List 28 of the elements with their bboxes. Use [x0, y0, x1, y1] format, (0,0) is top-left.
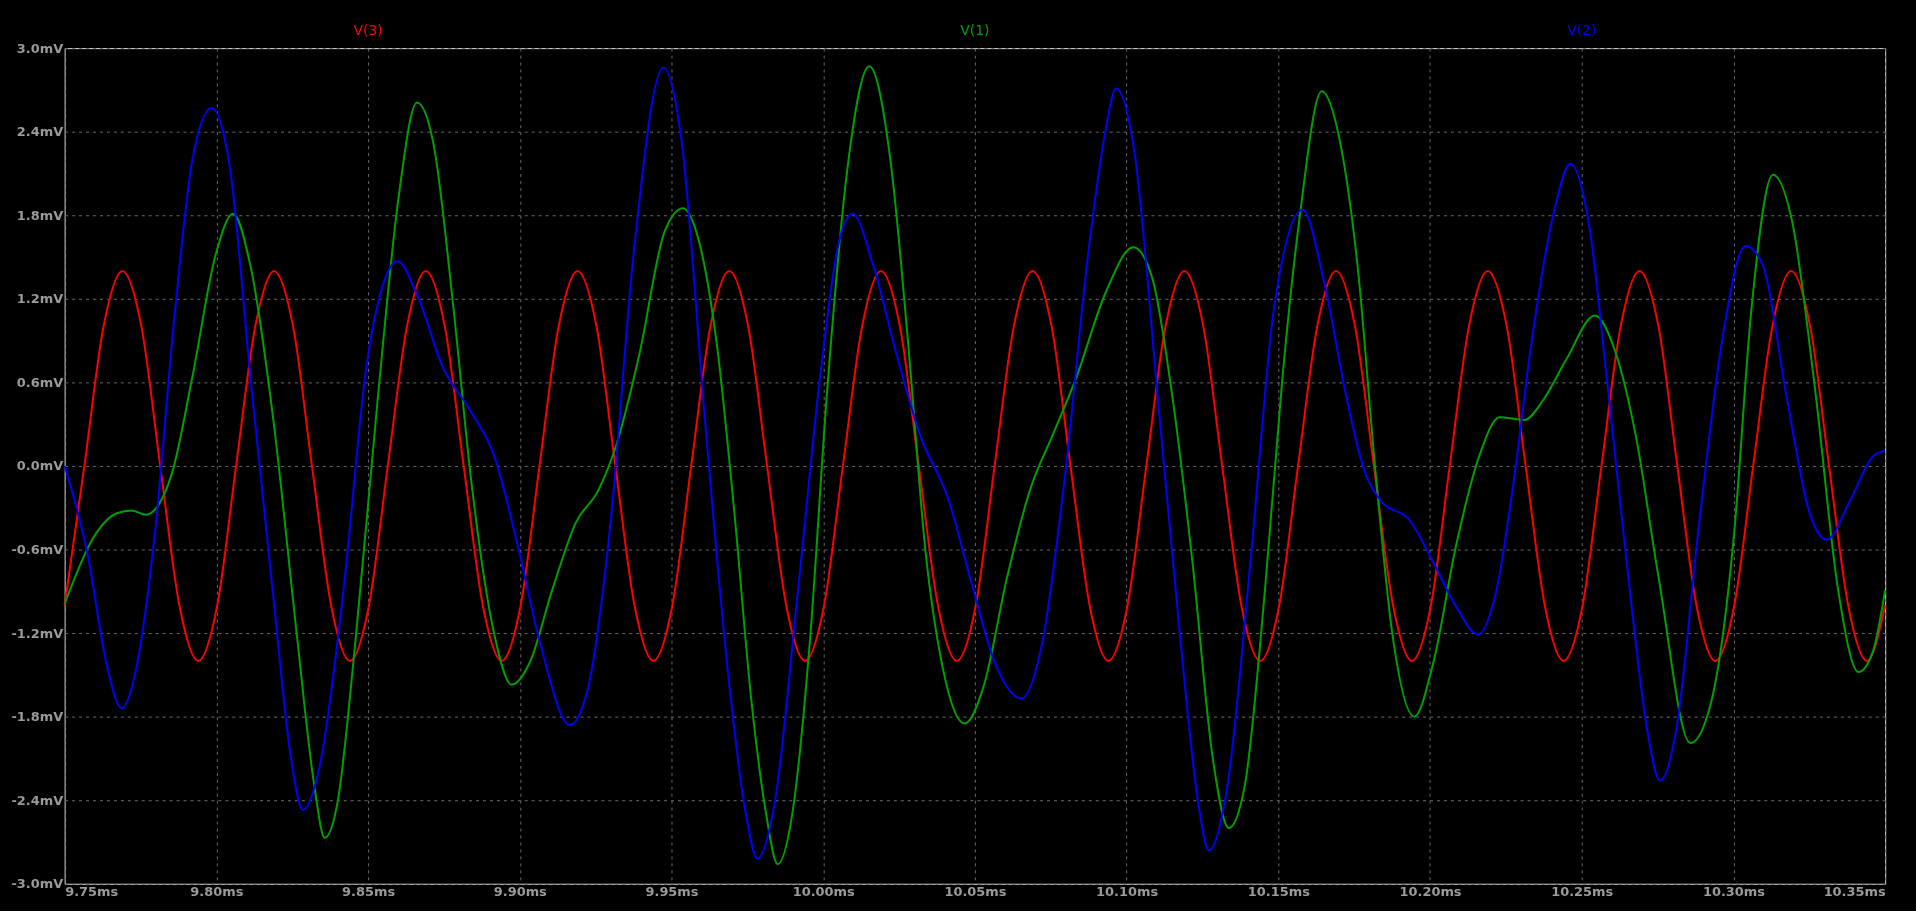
x-tick-label: 10.30ms [1702, 884, 1766, 900]
x-tick-label: 10.10ms [1096, 884, 1159, 900]
y-tick-label: -3.0mV [11, 876, 64, 892]
y-tick-label: 1.8mV [16, 207, 64, 223]
text: V(1) [960, 22, 990, 39]
y-tick-label: 2.4mV [16, 124, 64, 140]
x-tick-label: 10.05ms [944, 884, 1007, 900]
y-tick-label: -1.2mV [11, 625, 64, 641]
x-tick-label: 10.25ms [1551, 884, 1614, 900]
y-tick-label: -1.8mV [11, 709, 64, 725]
x-tick-label: 10.15ms [1247, 884, 1311, 900]
x-tick-label: 9.95ms [645, 884, 699, 900]
text: V(2) [1567, 22, 1597, 39]
x-tick-label: 10.20ms [1399, 884, 1462, 900]
y-tick-label: 0.0mV [16, 458, 64, 474]
x-tick-label: 9.85ms [342, 884, 396, 900]
x-tick-label: 10.35ms [1823, 884, 1886, 900]
x-tick-label: 9.90ms [493, 884, 548, 900]
y-tick-label: 1.2mV [16, 291, 64, 307]
y-tick-label: -0.6mV [11, 541, 64, 557]
y-tick-label: -2.4mV [11, 792, 64, 808]
x-tick-label: 10.00ms [792, 884, 856, 900]
line-series [63, 269, 1887, 662]
x-tick-label: 9.80ms [190, 884, 244, 900]
x-tick-label: 9.75ms [65, 884, 119, 900]
y-tick-label: 0.6mV [16, 374, 64, 390]
y-tick-label: 3.0mV [16, 40, 64, 56]
text: V(3) [353, 22, 383, 39]
